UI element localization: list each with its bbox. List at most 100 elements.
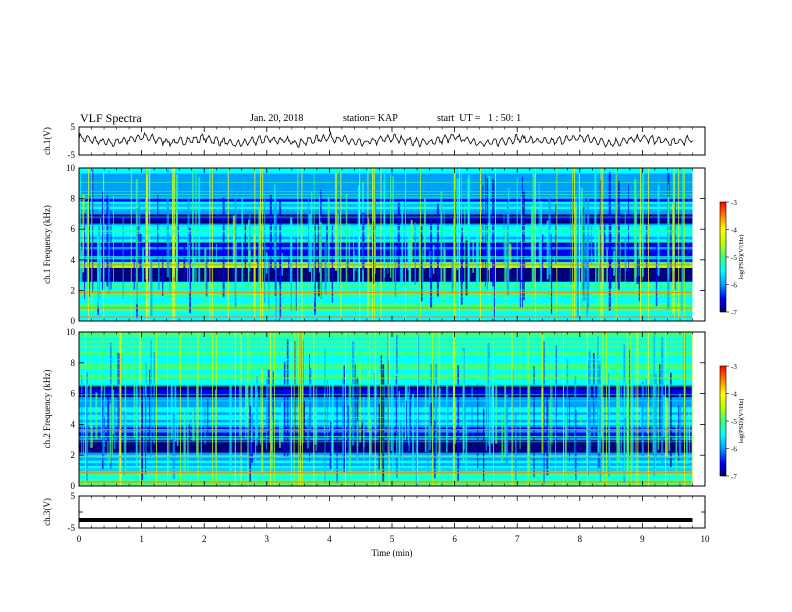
spectrogram-impulse [454, 332, 456, 486]
spectrogram-streak [222, 197, 225, 298]
spectrogram-band [79, 424, 693, 428]
spectrogram-streak [343, 365, 346, 472]
spectrogram-streak [311, 191, 313, 305]
spectrogram-band [79, 185, 693, 189]
spectrogram-band [79, 168, 693, 172]
spectrogram-band [79, 475, 693, 479]
spectrogram-streak [279, 418, 281, 448]
spectrogram-band [79, 302, 693, 306]
spectrogram-streak [283, 361, 286, 458]
spectrogram-streak [597, 408, 600, 453]
spectrogram-band [79, 411, 693, 415]
spectrogram-streak [597, 336, 599, 473]
spectrogram-streak [655, 373, 657, 459]
spectrogram-streak [430, 218, 433, 308]
spectrogram-streak [504, 230, 507, 303]
spectrogram-streak [408, 363, 410, 452]
spectrogram-impulse [527, 332, 529, 486]
x-tick-label: 7 [515, 534, 520, 544]
spectrogram-streak [447, 386, 449, 444]
spectrogram-impulse [572, 168, 574, 321]
spectrogram-streak [688, 411, 690, 441]
spectrogram-impulse [85, 332, 87, 486]
spectrogram-band [79, 283, 693, 288]
spectrogram-streak [588, 351, 591, 457]
spectrogram-band [79, 437, 693, 441]
spectrogram-band [79, 414, 693, 418]
spectrogram-tone [79, 436, 693, 437]
spectrogram-streak [645, 214, 647, 269]
spectrogram-band [79, 363, 693, 367]
spectrogram-band [79, 173, 693, 177]
spectrogram-impulse [209, 168, 211, 321]
spectrogram-streak [488, 365, 491, 455]
spectrogram-streak [100, 337, 103, 439]
spectrogram-streak [267, 369, 271, 440]
spectrogram-tone [79, 456, 693, 458]
spectrogram-streak [294, 341, 296, 437]
spectrogram-band [79, 170, 693, 174]
spectrogram-streak [162, 255, 164, 297]
ch3-waveform-line [79, 518, 693, 522]
spectrogram-band [79, 432, 693, 436]
spectrogram-streak [169, 234, 171, 294]
spectrogram-streak [383, 173, 386, 270]
spectrogram-impulse [367, 168, 369, 321]
spectrogram-band [79, 228, 693, 232]
ch2-spectrogram-y-tick-label: 8 [71, 358, 76, 368]
spectrogram-streak [575, 196, 577, 308]
spectrogram-band [79, 238, 693, 242]
spectrogram-streak [486, 178, 489, 262]
spectrogram-streak [368, 218, 370, 307]
ch1-spectrogram-y-tick-label: 8 [71, 194, 76, 204]
spectrogram-impulse [574, 168, 576, 321]
spectrogram-impulse [254, 168, 256, 321]
spectrogram-impulse [270, 332, 272, 486]
figure-title: VLF Spectra [80, 111, 142, 125]
spectrogram-band [79, 313, 693, 317]
spectrogram-streak [655, 244, 658, 307]
spectrogram-streak [641, 381, 644, 460]
spectrogram-band [79, 371, 693, 375]
spectrogram-streak [187, 344, 189, 474]
spectrogram-streak [634, 179, 637, 313]
spectrogram-impulse [602, 332, 604, 486]
spectrogram-band [79, 334, 693, 338]
spectrogram-streak [157, 258, 160, 290]
spectrogram-streak [675, 420, 678, 485]
spectrogram-streak [432, 358, 434, 454]
spectrogram-streak [308, 214, 312, 272]
spectrogram-streak [244, 221, 247, 271]
spectrogram-streak [207, 399, 209, 438]
spectrogram-streak [122, 217, 124, 299]
spectrogram-streak [482, 185, 484, 275]
spectrogram-streak [617, 181, 620, 291]
spectrogram-impulse [340, 168, 342, 321]
spectrogram-streak [315, 387, 317, 452]
ch1-spectrogram-y-tick-label: 10 [66, 163, 76, 173]
spectrogram-streak [80, 249, 83, 291]
spectrogram-impulse [274, 332, 276, 486]
ch1-spectrogram-y-tick-label: 6 [71, 224, 76, 234]
date-label: Jan. 20, 2018 [250, 113, 304, 124]
spectrogram-impulse [480, 168, 481, 321]
spectrogram-streak [472, 239, 475, 273]
spectrogram-streak [261, 369, 264, 473]
spectrogram-tone [79, 256, 693, 257]
spectrogram-impulse [374, 168, 376, 321]
spectrogram-band [79, 203, 693, 207]
spectrogram-band [79, 310, 693, 314]
spectrogram-streak [387, 259, 389, 274]
spectrogram-band [79, 256, 693, 260]
spectrogram-streak [339, 194, 341, 294]
spectrogram-streak [434, 421, 436, 479]
spectrogram-streak [603, 221, 606, 262]
spectrogram-streak [440, 191, 443, 320]
spectrogram-tone [79, 400, 693, 402]
spectrogram-streak [506, 201, 509, 296]
spectrogram-band [79, 337, 693, 341]
spectrogram-band [79, 281, 693, 285]
spectrogram-impulse [511, 332, 513, 486]
spectrogram-impulse [301, 168, 303, 321]
spectrogram-band [79, 386, 693, 390]
